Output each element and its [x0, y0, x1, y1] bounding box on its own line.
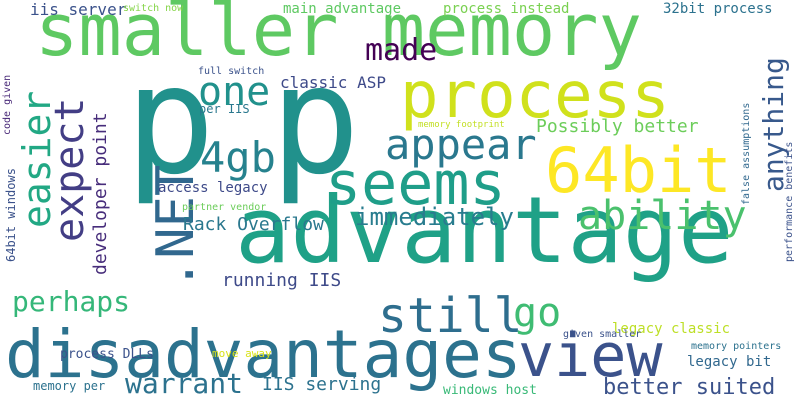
word: advantage: [235, 177, 734, 284]
word: switch now: [123, 3, 184, 14]
word: full switch: [198, 66, 265, 77]
word: false assumptions: [741, 102, 752, 205]
word: move away: [212, 347, 272, 360]
word: memory footprint: [418, 120, 505, 130]
word: running IIS: [222, 270, 342, 291]
word: 64bit windows: [4, 168, 18, 262]
word: go: [513, 290, 562, 336]
word: view: [518, 321, 663, 391]
word: ability: [578, 193, 747, 239]
word: access legacy: [158, 180, 268, 196]
word: per IIS: [199, 102, 250, 116]
word: process: [400, 59, 670, 133]
word: smaller memory: [35, 0, 642, 72]
word: code given: [2, 74, 13, 135]
word: Rack Overflow: [183, 214, 324, 235]
word: warrant: [125, 367, 244, 400]
word: p: [125, 34, 216, 208]
word: memory pointers: [691, 341, 782, 352]
word: one: [198, 69, 271, 115]
word: disadvantages: [5, 316, 522, 393]
word: memory per: [33, 379, 106, 393]
word: expect: [47, 97, 93, 243]
word: better suited: [603, 375, 776, 400]
word: perhaps: [12, 285, 131, 318]
word: partner vendor: [182, 202, 267, 213]
word: process DLLs: [60, 347, 154, 362]
word: classic ASP: [280, 73, 386, 92]
word: windows host: [443, 383, 537, 398]
word: 64bit: [545, 134, 732, 207]
word: given smaller: [563, 329, 642, 340]
word: Possibly better: [536, 116, 699, 137]
word: immediately: [355, 203, 514, 231]
word: process instead: [443, 1, 570, 17]
word: 32bit process: [663, 1, 773, 17]
word: legacy classic: [612, 321, 731, 337]
word: made: [365, 33, 438, 68]
word: seems: [325, 149, 506, 219]
word: iis server: [30, 0, 127, 19]
word: 4gb: [200, 133, 276, 182]
word: p: [270, 34, 361, 208]
word: main advantage: [283, 1, 402, 17]
word: IIS serving: [262, 374, 382, 395]
word: still: [378, 288, 523, 344]
word: developer point: [90, 112, 111, 275]
word: legacy bit: [687, 354, 772, 370]
word: performance benefits: [784, 141, 795, 262]
word: appear: [385, 120, 537, 169]
